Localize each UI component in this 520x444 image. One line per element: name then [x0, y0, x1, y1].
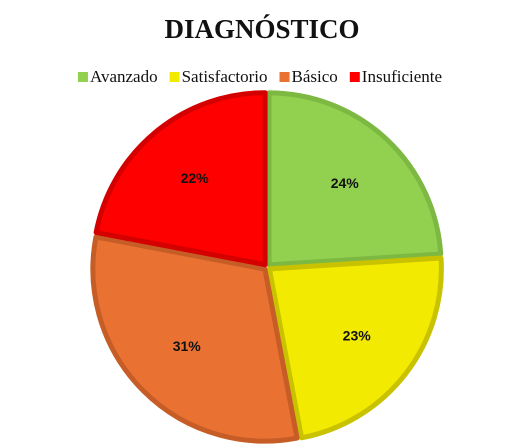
pie-slice — [90, 234, 300, 444]
data-label: 24% — [331, 175, 360, 191]
legend-label: Básico — [292, 67, 338, 86]
legend-swatch — [77, 72, 88, 82]
data-label: 23% — [343, 327, 372, 343]
pie-slice — [93, 90, 268, 268]
legend-label: Insuficiente — [362, 67, 442, 86]
chart-title: DIAGNÓSTICO — [164, 14, 359, 44]
legend-swatch — [279, 72, 290, 82]
legend-swatch — [169, 72, 180, 82]
data-label: 31% — [173, 338, 202, 354]
legend-label: Avanzado — [90, 67, 158, 86]
legend: Avanzado Satisfactorio Básico Insuficiente — [77, 67, 442, 86]
legend-label: Satisfactorio — [182, 67, 268, 86]
data-label: 22% — [181, 170, 210, 186]
pie-slice — [266, 90, 444, 268]
legend-swatch — [349, 72, 360, 82]
pie-slice — [266, 255, 444, 441]
